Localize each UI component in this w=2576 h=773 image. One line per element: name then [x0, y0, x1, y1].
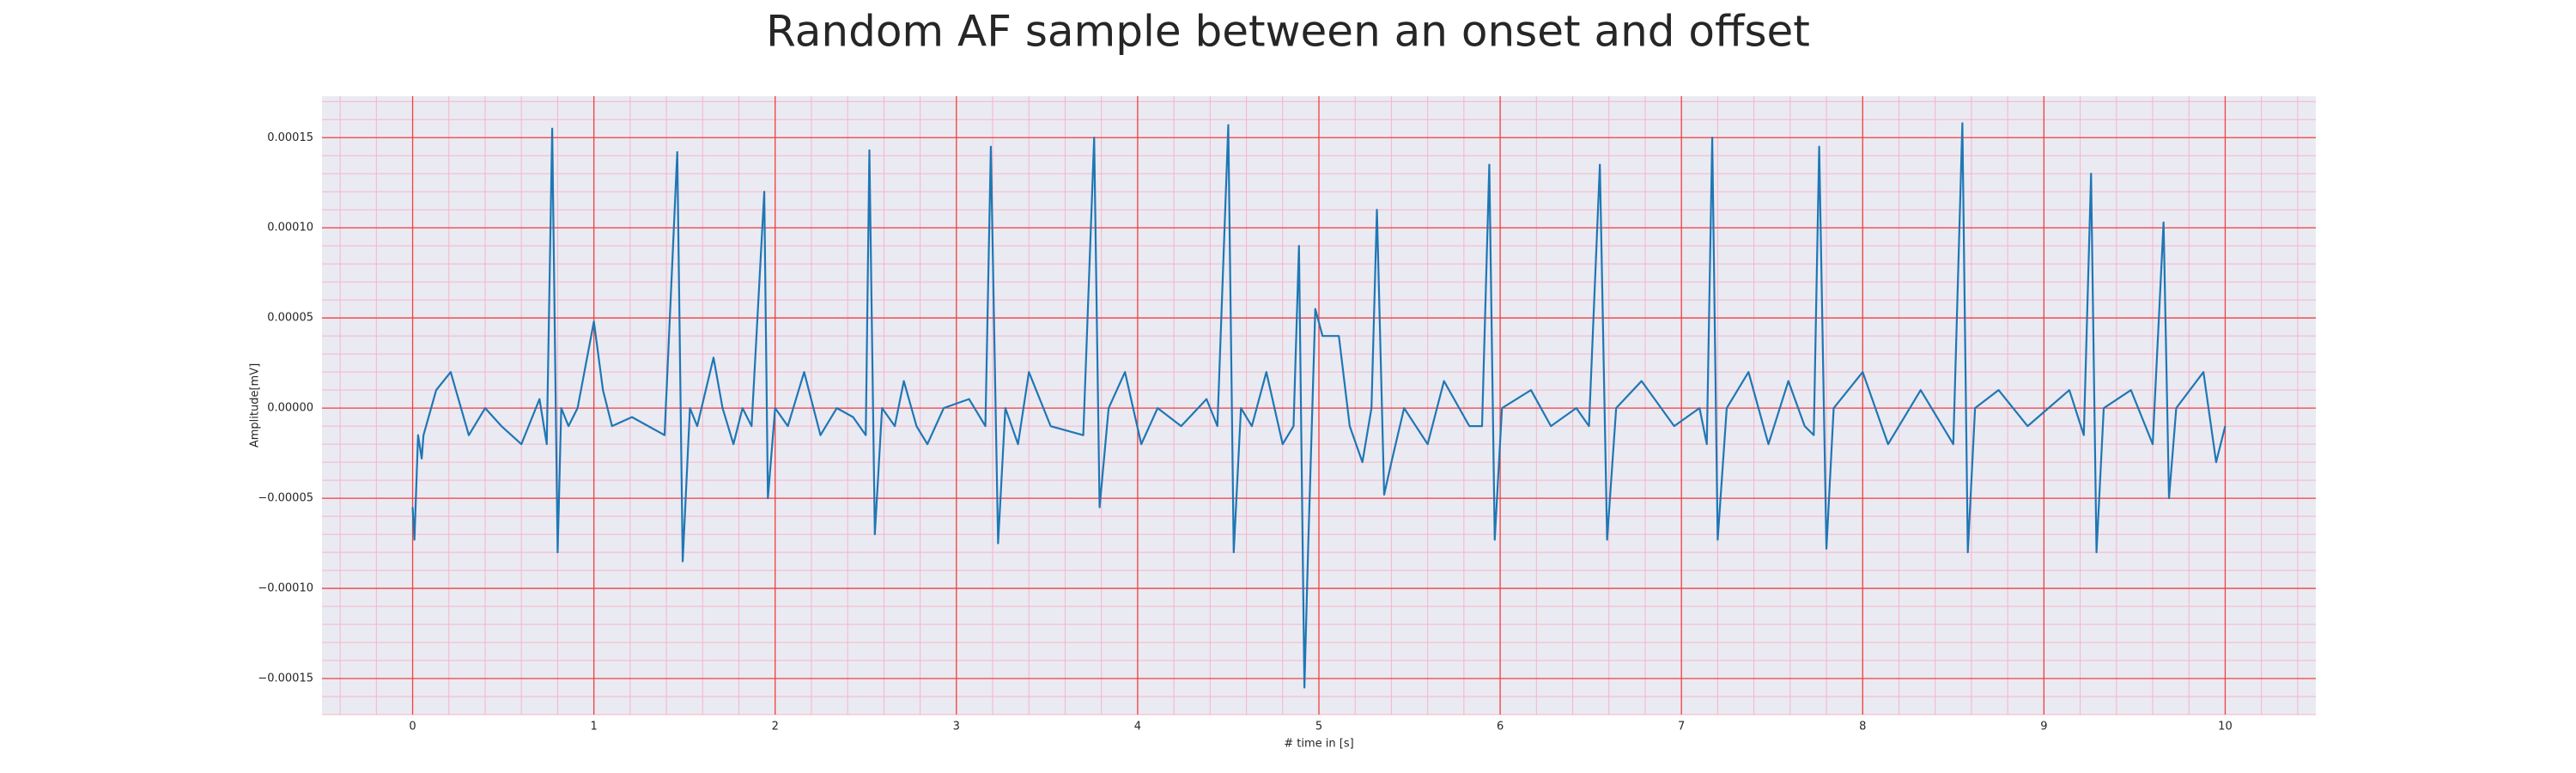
x-tick-label: 10 [2218, 721, 2233, 733]
y-tick-label: 0.00015 [267, 131, 313, 144]
x-tick-label: 3 [953, 721, 960, 733]
y-tick-label: −0.00005 [258, 492, 313, 505]
x-axis-label: # time in [s] [1284, 738, 1353, 751]
signal-line [411, 122, 2227, 689]
x-tick-label: 6 [1497, 721, 1504, 733]
x-tick-label: 7 [1678, 721, 1685, 733]
x-tick-label: 8 [1859, 721, 1866, 733]
x-tick-label: 5 [1315, 721, 1322, 733]
chart-title: Random AF sample between an onset and of… [766, 7, 1810, 57]
y-tick-label: 0.00010 [267, 222, 313, 234]
x-tick-label: 1 [590, 721, 597, 733]
y-tick-label: 0.00000 [267, 402, 313, 415]
x-tick-label: 9 [2040, 721, 2047, 733]
major-grid [322, 96, 2316, 715]
y-tick-label: 0.00005 [267, 312, 313, 325]
x-tick-label: 2 [772, 721, 779, 733]
y-axis-label: Amplitude[mV] [249, 363, 262, 447]
y-tick-label: −0.00015 [258, 673, 313, 685]
x-tick-label: 0 [409, 721, 416, 733]
y-tick-label: −0.00010 [258, 582, 313, 595]
x-tick-label: 4 [1134, 721, 1141, 733]
